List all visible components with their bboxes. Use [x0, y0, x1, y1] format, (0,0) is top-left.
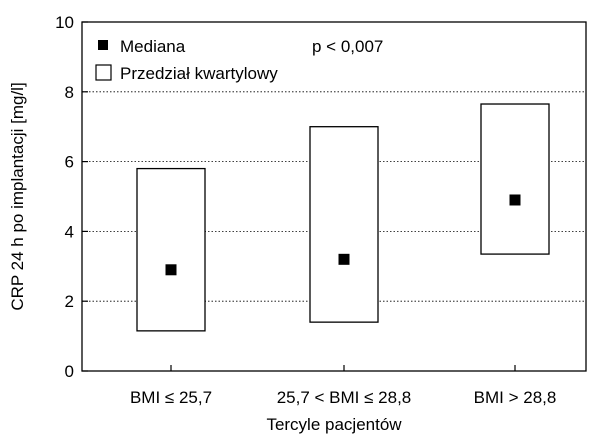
median-marker: [509, 194, 521, 206]
iqr-box: [480, 103, 550, 255]
legend-iqr-swatch: [95, 64, 112, 81]
y-tick-label: 0: [65, 362, 74, 381]
iqr-box: [136, 167, 206, 332]
x-tick-label: BMI ≤ 25,7: [130, 388, 212, 407]
x-tick-label: BMI > 28,8: [474, 388, 557, 407]
y-tick-label: 10: [55, 13, 74, 32]
legend-median-label: Mediana: [120, 37, 186, 56]
y-axis-label: CRP 24 h po implantacji [mg/l]: [8, 82, 27, 310]
median-markers: [165, 194, 521, 276]
iqr-boxes: [136, 103, 550, 332]
y-tick-label: 2: [65, 292, 74, 311]
y-axis-ticks: 0 2 4 6 8 10: [55, 13, 88, 381]
legend-iqr-label: Przedział kwartylowy: [120, 64, 278, 83]
median-marker: [165, 264, 177, 276]
x-axis-label: Tercyle pacjentów: [266, 415, 402, 434]
y-tick-label: 4: [65, 222, 74, 241]
p-value-annotation: p < 0,007: [312, 37, 383, 56]
y-tick-label: 8: [65, 83, 74, 102]
y-tick-label: 6: [65, 153, 74, 172]
legend: Mediana Przedział kwartylowy: [95, 37, 278, 83]
plot-area-frame: [81, 21, 587, 372]
iqr-box: [309, 126, 379, 323]
x-tick-label: 25,7 < BMI ≤ 28,8: [277, 388, 412, 407]
median-marker: [338, 253, 350, 265]
x-axis-ticks: BMI ≤ 25,7 25,7 < BMI ≤ 28,8 BMI > 28,8: [130, 365, 556, 407]
legend-median-swatch: [98, 40, 108, 50]
